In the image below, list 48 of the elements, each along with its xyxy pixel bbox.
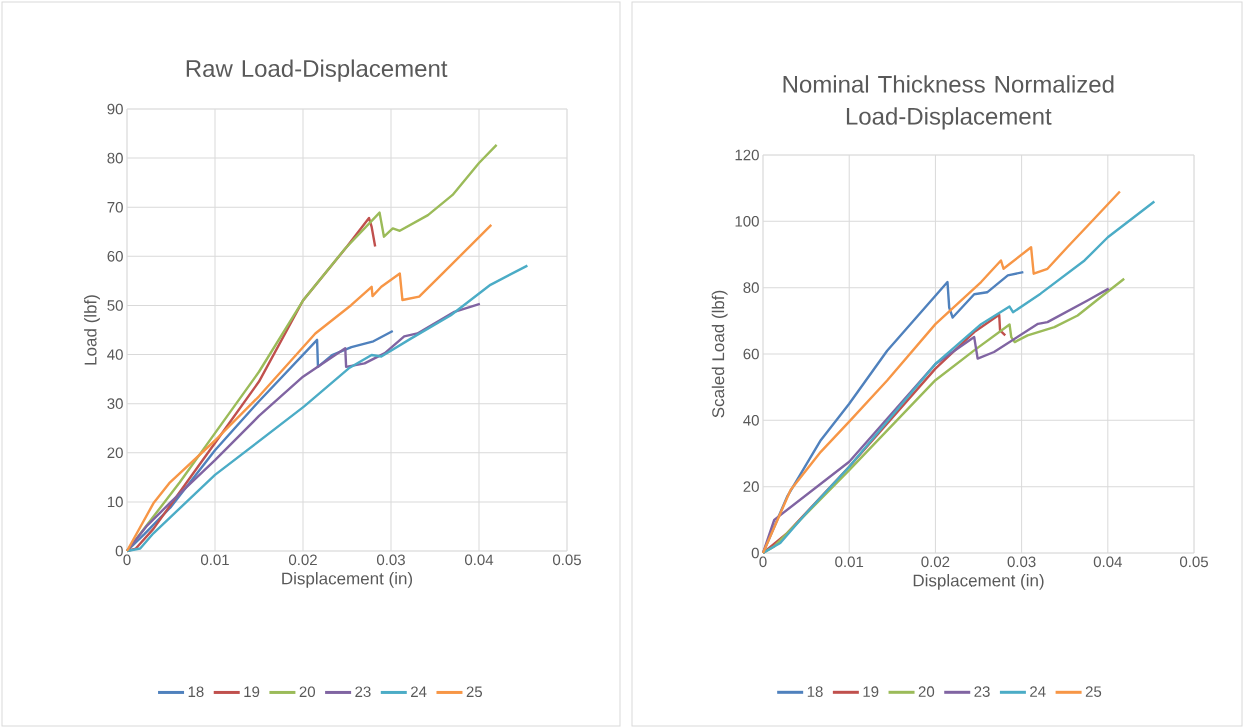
y-tick-label: 10	[107, 496, 123, 508]
x-tick-label: 0.03	[376, 554, 405, 566]
x-tick-label: 0.03	[1007, 556, 1036, 568]
legend-label: 18	[807, 686, 823, 697]
y-tick-label: 50	[107, 300, 123, 311]
y-axis-title: Scaled Load (lbf)	[711, 290, 728, 418]
y-tick-label: 70	[107, 201, 123, 213]
y-tick-label: 60	[743, 348, 759, 360]
x-tick-label: 0.05	[552, 554, 581, 566]
chart-title: Nominal Thickness Normalized Load-Displacement	[783, 75, 1114, 130]
x-tick-label: 0.05	[1180, 556, 1208, 568]
y-tick-label: 60	[107, 251, 123, 262]
legend-label: 19	[863, 686, 879, 697]
y-tick-label: 40	[107, 349, 123, 360]
legend-label: 25	[466, 686, 483, 698]
y-tick-label: 0	[115, 545, 123, 557]
y-tick-label: 20	[743, 481, 759, 492]
line-series	[125, 223, 493, 553]
y-tick-label: 120	[735, 149, 759, 161]
legend-label: 25	[1085, 686, 1102, 697]
x-axis-title: Displacement (in)	[913, 574, 1044, 590]
x-tick-label: 0.04	[464, 554, 494, 566]
y-tick-label: 40	[743, 415, 759, 426]
x-axis-title: Displacement (in)	[282, 572, 413, 588]
x-tick-label: 0.02	[288, 554, 317, 566]
y-tick-label: 30	[107, 398, 123, 409]
x-tick-label: 0.01	[835, 556, 864, 568]
y-tick-label: 80	[107, 152, 123, 164]
y-tick-label: 90	[107, 103, 123, 115]
y-axis-title: Load (lbf)	[84, 295, 100, 365]
legend-label: 24	[1030, 686, 1046, 697]
chart-title: Raw Load-Displacement	[186, 59, 448, 82]
y-tick-label: 20	[107, 447, 123, 459]
y-tick-label: 80	[743, 282, 759, 293]
x-tick-label: 0.04	[1093, 556, 1122, 568]
legend-label: 24	[411, 686, 427, 697]
x-tick-label: 0.01	[200, 554, 229, 566]
x-tick-label: 0	[123, 554, 131, 566]
x-tick-label: 0.02	[921, 556, 950, 568]
x-tick-label: 0	[759, 556, 767, 568]
legend-label: 23	[355, 686, 371, 698]
legend-label: 19	[244, 686, 260, 698]
legend-label: 20	[918, 686, 935, 697]
legend-label: 23	[974, 686, 990, 697]
legend-label: 20	[299, 686, 315, 698]
legend-label: 18	[188, 686, 204, 698]
y-tick-label: 100	[735, 216, 759, 227]
line-series	[125, 264, 529, 553]
